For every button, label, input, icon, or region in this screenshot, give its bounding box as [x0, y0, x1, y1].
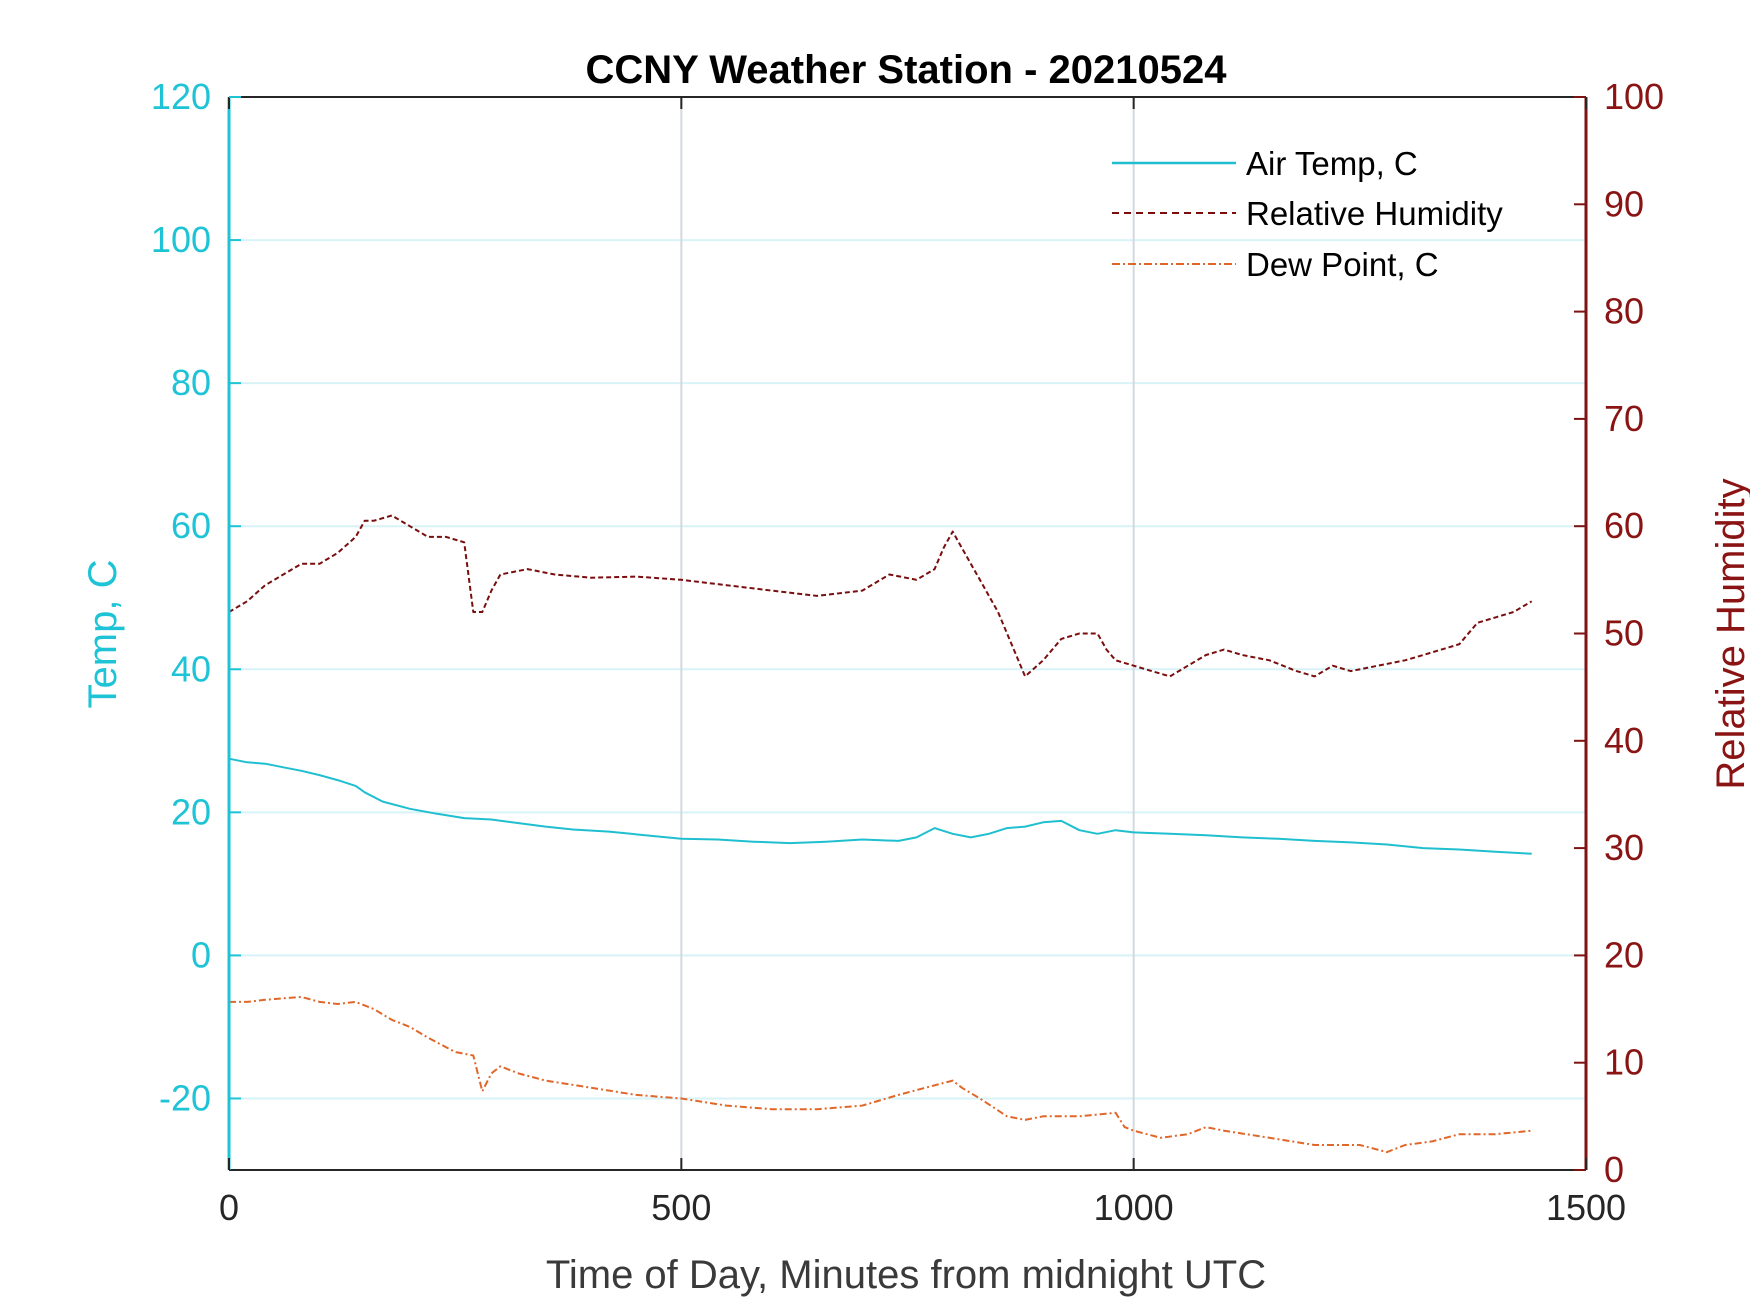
y-left-tick-label: -20 [159, 1077, 211, 1118]
y-left-tick-label: 80 [171, 362, 211, 403]
y-left-tick-label: 20 [171, 791, 211, 832]
axes [227, 96, 1588, 1171]
y-left-tick-label: 40 [171, 648, 211, 689]
x-axis-label: Time of Day, Minutes from midnight UTC [546, 1253, 1266, 1297]
x-tick-label: 1000 [1094, 1187, 1174, 1228]
series-lines [228, 514, 1533, 1154]
y-right-tick-label: 30 [1604, 827, 1644, 868]
y-right-tick-label: 50 [1604, 613, 1644, 654]
y-right-tick-label: 80 [1604, 291, 1644, 332]
y-right-tick-label: 40 [1604, 720, 1644, 761]
y-right-tick-label: 20 [1604, 934, 1644, 975]
y-right-tick-label: 0 [1604, 1149, 1624, 1190]
chart-title: CCNY Weather Station - 20210524 [586, 48, 1228, 92]
legend-label-dew-point: Dew Point, C [1246, 246, 1439, 283]
x-tick-label: 0 [219, 1187, 239, 1228]
y-axis-left-label: Temp, C [81, 560, 125, 709]
x-tick-label: 500 [651, 1187, 711, 1228]
y-right-tick-label: 70 [1604, 398, 1644, 439]
y-left-tick-label: 100 [151, 219, 211, 260]
y-left-tick-label: 60 [171, 505, 211, 546]
series-line-dew-point [229, 995, 1532, 1154]
tick-labels: 0 500 1000 1500 -20 0 20 40 60 80 100 120 0 10 20 30 40 5… [151, 76, 1664, 1228]
legend-label-humidity: Relative Humidity [1246, 195, 1503, 232]
y-right-tick-label: 100 [1604, 76, 1664, 117]
y-right-tick-label: 60 [1604, 505, 1644, 546]
y-left-tick-label: 0 [191, 934, 211, 975]
series-line-humidity [228, 514, 1533, 678]
x-tick-label: 1500 [1546, 1187, 1626, 1228]
y-axis-right-label: Relative Humidity [1709, 478, 1750, 789]
y-right-tick-label: 90 [1604, 183, 1644, 224]
legend: Air Temp, C Relative Humidity Dew Point,… [1112, 145, 1503, 283]
y-right-tick-label: 10 [1604, 1042, 1644, 1083]
legend-label-air-temp: Air Temp, C [1246, 145, 1418, 182]
series-line-air-temp [228, 757, 1532, 855]
y-left-tick-label: 120 [151, 76, 211, 117]
